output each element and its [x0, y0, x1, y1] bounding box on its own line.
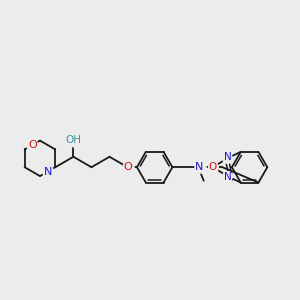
Text: N: N — [44, 167, 52, 177]
Text: O: O — [123, 162, 132, 172]
Text: N: N — [224, 152, 232, 162]
Text: O: O — [208, 162, 216, 172]
Text: N: N — [224, 172, 232, 182]
Text: N: N — [195, 162, 204, 172]
Text: O: O — [28, 140, 37, 150]
Text: OH: OH — [65, 135, 81, 145]
